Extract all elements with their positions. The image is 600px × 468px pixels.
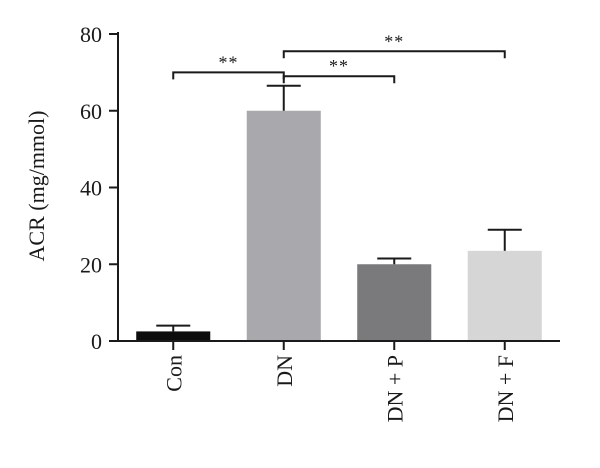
- y-tick-label-4: 80: [80, 22, 102, 47]
- category-label-2: DN + P: [382, 355, 407, 422]
- y-axis-label: ACR (mg/mmol): [24, 111, 49, 262]
- y-tick-label-0: 0: [91, 329, 102, 354]
- bar-0: [136, 331, 211, 341]
- significance-bracket-2: [282, 50, 506, 59]
- error-bars-layer: [156, 84, 522, 332]
- significance-label-2: **: [384, 31, 404, 51]
- category-label-3: DN + F: [493, 355, 518, 422]
- bar-2: [357, 264, 432, 341]
- y-tick-label-1: 20: [80, 252, 102, 277]
- significance-label-0: **: [219, 52, 239, 72]
- bar-1: [246, 110, 321, 341]
- bar-3: [467, 250, 542, 341]
- axes-layer: 0 20 40 60 80 Con DN DN + P DN + F: [80, 22, 560, 422]
- significance-bracket-0: [172, 71, 285, 80]
- significance-layer: ** ** **: [172, 31, 506, 84]
- y-tick-label-2: 40: [80, 176, 102, 201]
- y-tick-label-3: 60: [80, 99, 102, 124]
- significance-bracket-1: [282, 75, 396, 84]
- significance-label-1: **: [329, 56, 349, 76]
- bars-layer: [136, 110, 542, 341]
- category-label-1: DN: [272, 355, 297, 387]
- category-label-0: Con: [161, 355, 186, 392]
